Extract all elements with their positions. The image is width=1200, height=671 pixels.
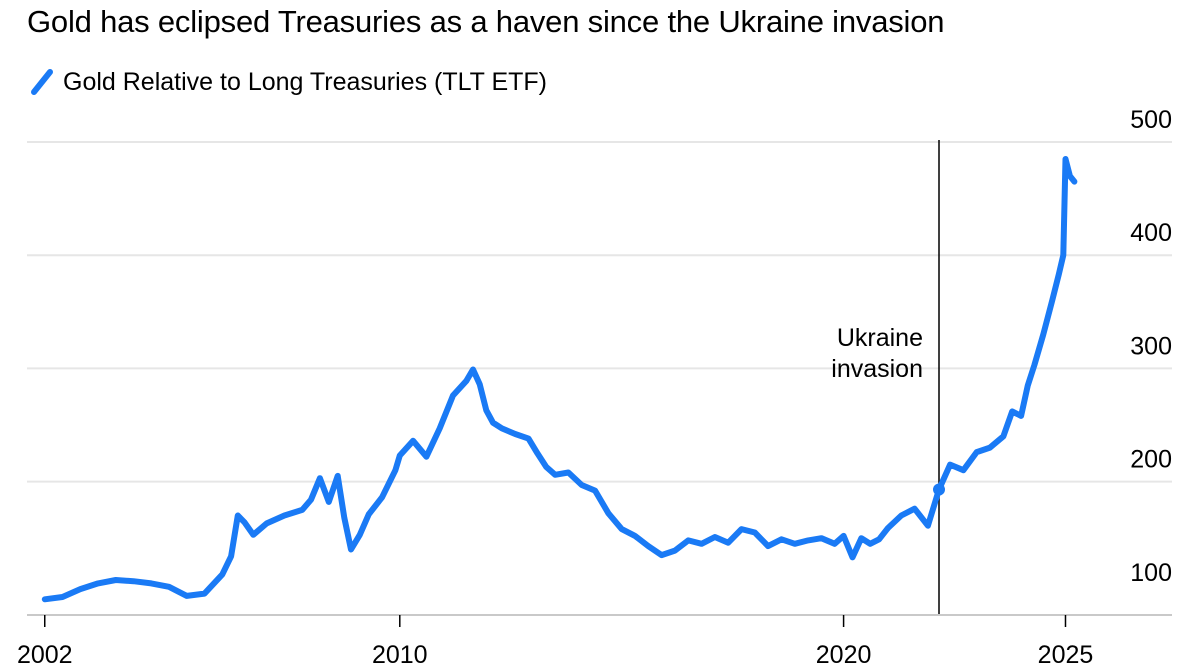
annotation-label-line-1: Ukraine [837, 324, 923, 352]
legend: Gold Relative to Long Treasuries (TLT ET… [27, 66, 547, 98]
y-tick-label-400: 400 [1130, 219, 1172, 247]
annotation-label-line-2: invasion [831, 355, 923, 383]
y-axis-ticks: 100 200 300 400 500 [1130, 106, 1172, 587]
invasion-marker [933, 483, 946, 496]
y-tick-label-100: 100 [1130, 559, 1172, 587]
x-tick-label-2010: 2010 [372, 641, 428, 669]
y-tick-label-300: 300 [1130, 332, 1172, 360]
line-swatch-icon [31, 69, 53, 95]
legend-label: Gold Relative to Long Treasuries (TLT ET… [63, 67, 547, 96]
x-tick-label-2002: 2002 [17, 641, 73, 669]
gridlines [27, 141, 1172, 483]
x-axis-ticks: 2002 2010 2020 2025 [17, 615, 1093, 669]
chart-title: Gold has eclipsed Treasuries as a haven … [27, 4, 945, 39]
y-tick-label-500: 500 [1130, 106, 1172, 134]
x-tick-label-2025: 2025 [1038, 641, 1094, 669]
x-tick-label-2020: 2020 [816, 641, 872, 669]
series-line-gold-vs-tlt [41, 156, 1078, 603]
y-tick-label-200: 200 [1130, 446, 1172, 474]
